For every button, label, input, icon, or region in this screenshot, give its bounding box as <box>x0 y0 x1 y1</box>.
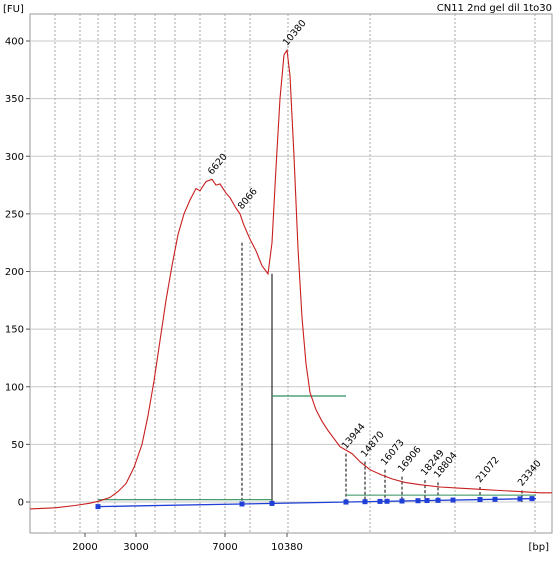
baseline-marker <box>450 497 456 503</box>
baseline-marker <box>399 498 405 504</box>
baseline-marker <box>424 498 430 504</box>
y-tick-label: 100 <box>5 382 24 393</box>
baseline-marker <box>239 501 245 507</box>
x-axis-label: [bp] <box>529 542 550 553</box>
trace-layer <box>29 48 552 510</box>
baseline-marker <box>377 498 383 504</box>
x-tick-label: 10380 <box>271 542 303 553</box>
signal-trace <box>29 48 552 510</box>
y-tick-label: 150 <box>5 325 24 336</box>
chart-title: CN11 2nd gel dil 1to30 <box>437 3 552 14</box>
y-tick-label: 250 <box>5 209 24 220</box>
baseline-marker <box>529 496 535 502</box>
baseline-marker <box>384 498 390 504</box>
y-tick-label: 350 <box>5 94 24 105</box>
baseline-marker <box>362 499 368 505</box>
baseline-marker <box>477 497 483 503</box>
x-tick-label: 7000 <box>212 542 237 553</box>
baseline-marker <box>415 498 421 504</box>
y-tick-label: 200 <box>5 267 24 278</box>
y-tick-label: 50 <box>11 440 24 451</box>
x-tick-label: 2000 <box>72 542 97 553</box>
baseline-marker <box>517 496 523 502</box>
x-tick-label: 3000 <box>123 542 148 553</box>
y-axis-label: [FU] <box>3 4 24 15</box>
y-tick-label: 0 <box>18 498 24 509</box>
baseline-marker <box>343 499 349 505</box>
baseline-layer <box>95 496 537 510</box>
baseline-marker <box>435 497 441 503</box>
baseline-line <box>97 497 537 508</box>
baseline-marker <box>269 500 275 506</box>
axis-layer: 0 50 100 150 200 250 300 350 400 2000 3000 7000 1038… <box>5 37 303 554</box>
baseline-marker <box>95 504 101 510</box>
baseline-marker <box>492 496 498 502</box>
y-tick-label: 300 <box>5 152 24 163</box>
y-tick-label: 400 <box>5 37 24 48</box>
